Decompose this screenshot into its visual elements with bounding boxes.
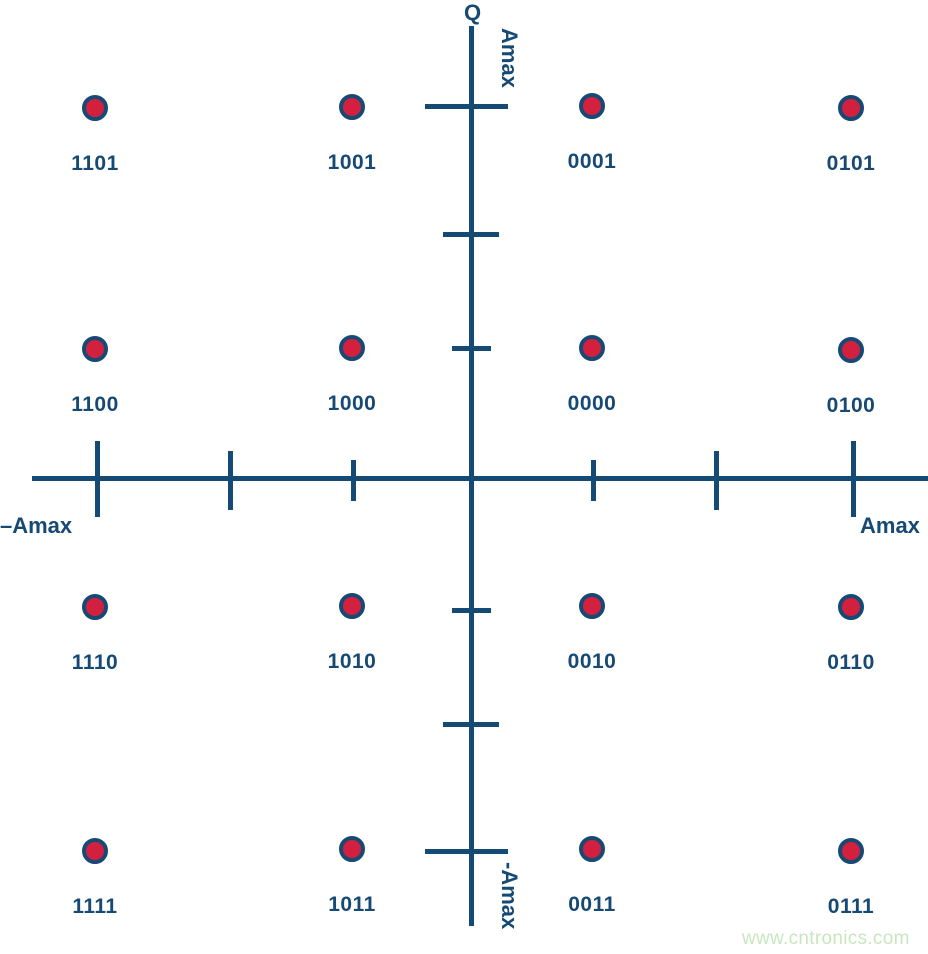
constellation-point-label: 1100 <box>71 393 119 416</box>
constellation-point-label: 0110 <box>827 651 875 674</box>
site-watermark: www.cntronics.com <box>742 928 910 949</box>
tick-q-pos-2 <box>443 232 499 237</box>
constellation-point <box>579 93 605 119</box>
constellation-point-label: 1110 <box>71 651 119 674</box>
tick-q-pos-amax <box>425 104 508 109</box>
constellation-point <box>339 593 365 619</box>
constellation-point-label: 0001 <box>567 150 617 173</box>
constellation-point <box>339 335 365 361</box>
i-axis-line <box>32 476 928 481</box>
q-axis-line <box>469 26 474 926</box>
constellation-point <box>838 337 864 363</box>
constellation-point <box>838 95 864 121</box>
constellation-point-label: 1001 <box>327 151 377 174</box>
constellation-point-label: 0111 <box>827 895 875 918</box>
q-axis-negative-amax-label: -Amax <box>497 862 522 930</box>
tick-i-pos-2 <box>714 451 719 510</box>
constellation-point-label: 1101 <box>71 152 119 175</box>
tick-i-neg-2 <box>228 451 233 510</box>
constellation-point-label: 0000 <box>567 392 617 415</box>
constellation-point <box>339 836 365 862</box>
tick-q-neg-3 <box>452 608 491 613</box>
tick-i-neg-amax <box>95 441 100 517</box>
tick-i-neg-3 <box>351 460 356 501</box>
constellation-point <box>339 94 365 120</box>
constellation-point <box>82 95 108 121</box>
constellation-point <box>579 836 605 862</box>
constellation-point <box>82 336 108 362</box>
constellation-point <box>579 335 605 361</box>
tick-q-neg-2 <box>443 722 499 727</box>
constellation-point <box>82 594 108 620</box>
tick-i-pos-amax <box>851 441 856 517</box>
constellation-point <box>838 594 864 620</box>
i-axis-negative-amax-label: –Amax <box>0 513 73 538</box>
constellation-point-label: 1000 <box>327 392 377 415</box>
constellation-point <box>838 838 864 864</box>
q-axis-positive-amax-label: Amax <box>497 28 522 88</box>
constellation-point-label: 0100 <box>826 394 876 417</box>
tick-q-pos-3 <box>452 346 491 351</box>
constellation-point-label: 1011 <box>328 893 376 916</box>
constellation-point <box>579 593 605 619</box>
tick-q-neg-amax <box>425 849 508 854</box>
constellation-point-label: 1010 <box>327 650 377 673</box>
tick-i-pos-3 <box>591 460 596 501</box>
q-axis-label: Q <box>464 0 482 25</box>
constellation-point-label: 0011 <box>568 893 616 916</box>
i-axis-positive-amax-label: Amax <box>860 513 920 538</box>
constellation-point-label: 0101 <box>826 152 876 175</box>
constellation-point <box>82 838 108 864</box>
constellation-point-label: 1111 <box>72 895 118 918</box>
constellation-point-label: 0010 <box>567 650 617 673</box>
